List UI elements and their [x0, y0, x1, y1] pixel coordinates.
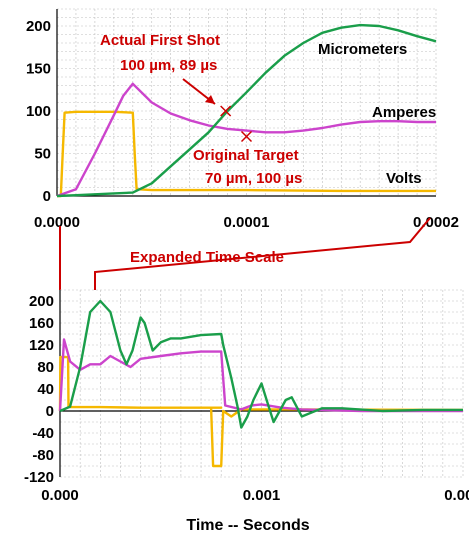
bottom-series	[58, 299, 464, 468]
top-y-tick-labels: 0 50 100 150 200	[26, 18, 51, 205]
top-series	[56, 23, 437, 198]
series-line-micrometers	[59, 299, 463, 429]
volts-label: Volts	[386, 170, 422, 187]
x-tick-label: 0.0002	[413, 214, 459, 231]
target-title: Original Target	[193, 147, 299, 164]
actual-shot-arrowhead	[205, 95, 215, 104]
y-tick-label: 160	[29, 315, 54, 332]
top-axes	[56, 9, 436, 197]
actual-shot-title: Actual First Shot	[100, 32, 220, 49]
target-marker	[240, 130, 253, 143]
y-tick-label: 40	[37, 381, 54, 398]
y-tick-label: 80	[37, 359, 54, 376]
series-line-volts	[58, 355, 464, 468]
target-values: 70 µm, 100 µs	[205, 170, 302, 187]
y-tick-label: -80	[32, 447, 54, 464]
series-line-volts	[57, 110, 436, 198]
y-tick-label: 200	[26, 18, 51, 35]
expanded-connector: Expanded Time Scale	[59, 217, 431, 290]
y-tick-label: 0	[43, 188, 51, 205]
x-tick-label: 0.001	[243, 487, 281, 504]
top-x-tick-labels: 0.0000 0.0001 0.0002	[34, 214, 459, 231]
amperes-label: Amperes	[372, 104, 436, 121]
series-line-amperes	[58, 338, 463, 413]
y-tick-label: 200	[29, 293, 54, 310]
y-tick-label: -40	[32, 425, 54, 442]
micrometers-label: Micrometers	[318, 41, 407, 58]
x-tick-label: 0.0001	[224, 214, 270, 231]
expanded-time-scale-label: Expanded Time Scale	[130, 249, 284, 266]
x-axis-title: Time -- Seconds	[186, 517, 309, 534]
series-line-micrometers	[56, 23, 437, 198]
y-tick-label: 0	[46, 403, 54, 420]
bottom-y-tick-labels: 200 160 120 80 40 0 -40 -80 -120	[24, 293, 54, 486]
actual-shot-marker	[220, 105, 232, 117]
x-tick-label: 0.0000	[34, 214, 80, 231]
top-panel: 0 50 100 150 200 0.0000 0.0001 0.0002 Micromet…	[26, 8, 459, 231]
y-tick-label: 120	[29, 337, 54, 354]
y-tick-label: -120	[24, 469, 54, 486]
y-tick-label: 100	[26, 103, 51, 120]
x-tick-label: 0.000	[41, 487, 79, 504]
actual-shot-values: 100 µm, 89 µs	[120, 57, 217, 74]
series-line-amperes	[56, 82, 436, 198]
x-tick-label: 0.002	[444, 487, 469, 504]
bottom-x-tick-labels: 0.000 0.001 0.002	[41, 487, 469, 504]
y-tick-label: 150	[26, 61, 51, 78]
y-tick-label: 50	[34, 146, 51, 163]
bottom-panel: 200 160 120 80 40 0 -40 -80 -120 0.000 0.001 0.002…	[24, 289, 469, 534]
